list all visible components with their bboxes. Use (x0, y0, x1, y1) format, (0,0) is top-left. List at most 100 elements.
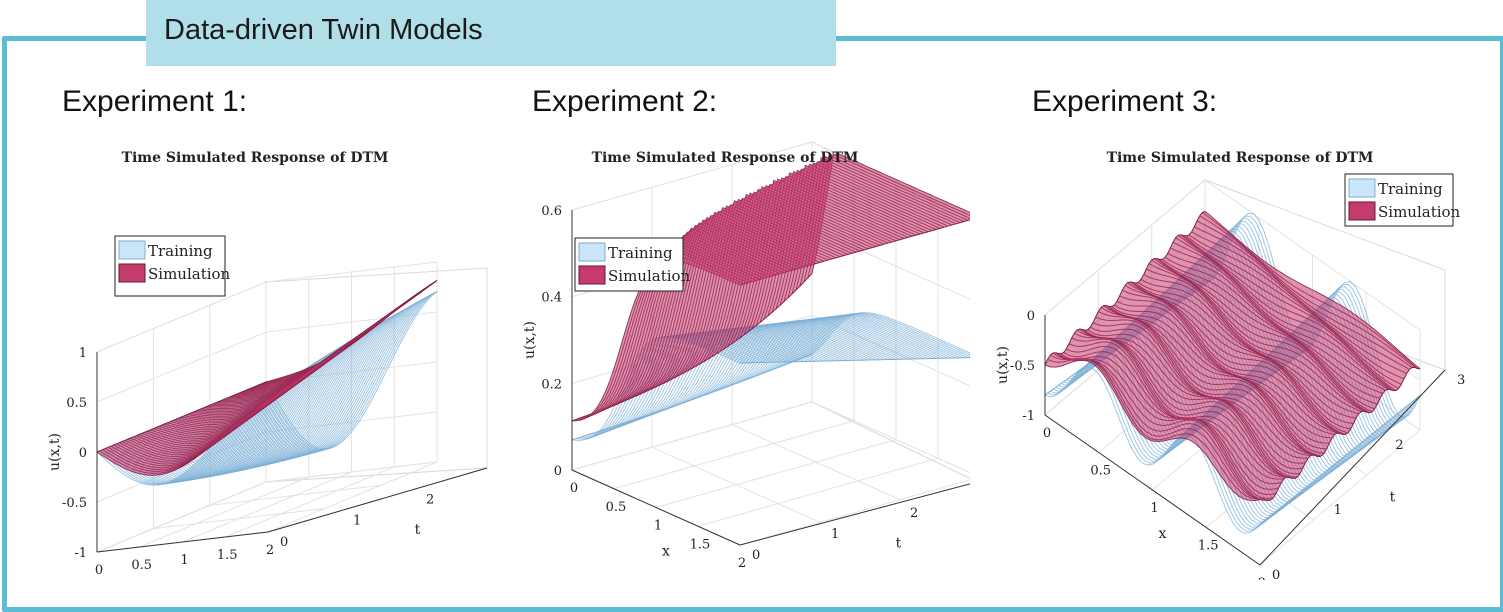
experiment-3-label: Experiment 3: (1032, 85, 1218, 118)
x-tick-label: 2 (1258, 576, 1266, 580)
t-tick-label: 0 (1272, 568, 1280, 580)
simulation-patch (130, 376, 305, 453)
legend-swatch-simulation (118, 263, 146, 283)
legend-label-simulation: Simulation (148, 265, 231, 283)
simulation-patch (1173, 237, 1391, 390)
grid-line-x (182, 471, 352, 543)
z-tick-label: 0.4 (541, 291, 562, 306)
x-tick-label: 1 (654, 519, 662, 534)
simulation-patch (1194, 221, 1412, 370)
simulation-patch (808, 153, 970, 278)
simulation-patch (1199, 212, 1418, 369)
x-tick-label: 0 (570, 481, 578, 496)
grid-line-z (96, 261, 438, 353)
x-tick-label: 1 (1150, 501, 1158, 516)
surface-line (735, 319, 905, 384)
grid-line-x (739, 479, 970, 546)
simulation-patch (640, 217, 812, 395)
simulation-patch (1053, 352, 1271, 501)
t-axis-label: t (1390, 490, 1396, 506)
grid-line-x (267, 461, 438, 533)
grid-line-x (697, 457, 939, 527)
simulation-patch (1149, 260, 1367, 413)
surface-line (679, 325, 849, 405)
simulation-patch (672, 204, 844, 379)
grid-line-z (96, 461, 438, 553)
z-axis-label: u(x,t) (47, 433, 63, 471)
legend-label-simulation: Simulation (1378, 203, 1461, 221)
t-tick-label: 0 (280, 535, 288, 550)
surface-line (1044, 366, 1261, 534)
chart-legend: Training Simulation (1344, 173, 1461, 227)
title-tab: Data-driven Twin Models (146, 0, 836, 66)
surface-line (687, 324, 857, 402)
t-tick-label: 1 (831, 527, 839, 542)
grid-line-t (209, 484, 381, 506)
legend-label-simulation: Simulation (608, 267, 691, 285)
simulation-patch (1175, 235, 1394, 391)
surface-line (759, 317, 929, 375)
simulation-patch (1178, 234, 1396, 391)
simulation-patch (139, 370, 314, 448)
simulation-patch (636, 220, 808, 396)
grid-line-x (139, 476, 309, 548)
surface-line (699, 323, 869, 398)
z-tick-label: -0.5 (62, 496, 87, 511)
x-axis-line (571, 469, 741, 546)
t-axis-line (267, 467, 488, 533)
simulation-patch (1202, 211, 1420, 369)
t-axis-label: t (415, 522, 421, 538)
simulation-patch (1146, 263, 1364, 412)
simulation-patch (740, 178, 912, 338)
simulation-patch (648, 215, 820, 391)
simulation-patch (1117, 295, 1335, 438)
x-tick-label: 1.5 (690, 537, 711, 552)
chart-legend: Training Simulation (114, 235, 231, 297)
grid-line-x (225, 466, 395, 538)
simulation-patch (1186, 235, 1404, 385)
legend-label-training: Training (1378, 180, 1443, 198)
legend-swatch-training (578, 242, 606, 262)
simulation-patch (1191, 226, 1410, 374)
x-tick-label: 1.5 (1198, 539, 1219, 554)
chart-title: Time Simulated Response of DTM (122, 150, 389, 166)
legend-label-training: Training (148, 242, 213, 260)
grid-line-t (651, 446, 821, 523)
t-tick-label: 2 (910, 506, 918, 521)
chart-3-group: -1 -0.5 0 0 0.5 1 1.5 2 0 1 2 3 x t u(x,t) Time Simulat… (995, 150, 1465, 580)
grid-line-x (1259, 429, 1421, 566)
simulation-surface (1044, 210, 1421, 502)
x-tick-label: 0 (95, 563, 103, 578)
simulation-patch (1189, 231, 1407, 379)
surface-edge (571, 353, 813, 441)
simulation-patch (676, 203, 848, 377)
experiment-1-label: Experiment 1: (62, 85, 248, 118)
t-axis-label: t (896, 536, 902, 552)
surface-line (795, 313, 965, 361)
t-axis-line (739, 483, 970, 546)
surface-line (695, 324, 865, 399)
grid-line-t (153, 508, 325, 530)
simulation-patch (748, 175, 920, 332)
simulation-patch (1143, 269, 1362, 414)
surface-line (739, 319, 909, 383)
legend-label-training: Training (608, 244, 673, 262)
z-axis-label: u(x,t) (995, 346, 1011, 384)
x-tick-label: 0.5 (131, 558, 152, 573)
chart-panel-3: -1 -0.5 0 0 0.5 1 1.5 2 0 1 2 3 x t u(x,t) Time Simulat… (990, 140, 1465, 580)
surface-line (763, 317, 933, 374)
legend-swatch-training (118, 240, 146, 260)
simulation-patch (1167, 247, 1386, 394)
grid-line-z (1044, 179, 1421, 331)
simulation-patch (1119, 290, 1338, 435)
x-tick-label: 0.5 (1090, 464, 1111, 479)
chart-title: Time Simulated Response of DTM (592, 150, 859, 166)
simulation-patch (1181, 234, 1399, 391)
chart-legend: Training Simulation (574, 237, 691, 292)
z-tick-label: -1 (1022, 409, 1035, 424)
simulation-patch (664, 207, 836, 383)
x-tick-label: 1 (180, 553, 188, 568)
simulation-patch (1103, 305, 1322, 457)
z-tick-label: -0.5 (1010, 359, 1035, 374)
t-tick-label: 1 (353, 514, 361, 529)
